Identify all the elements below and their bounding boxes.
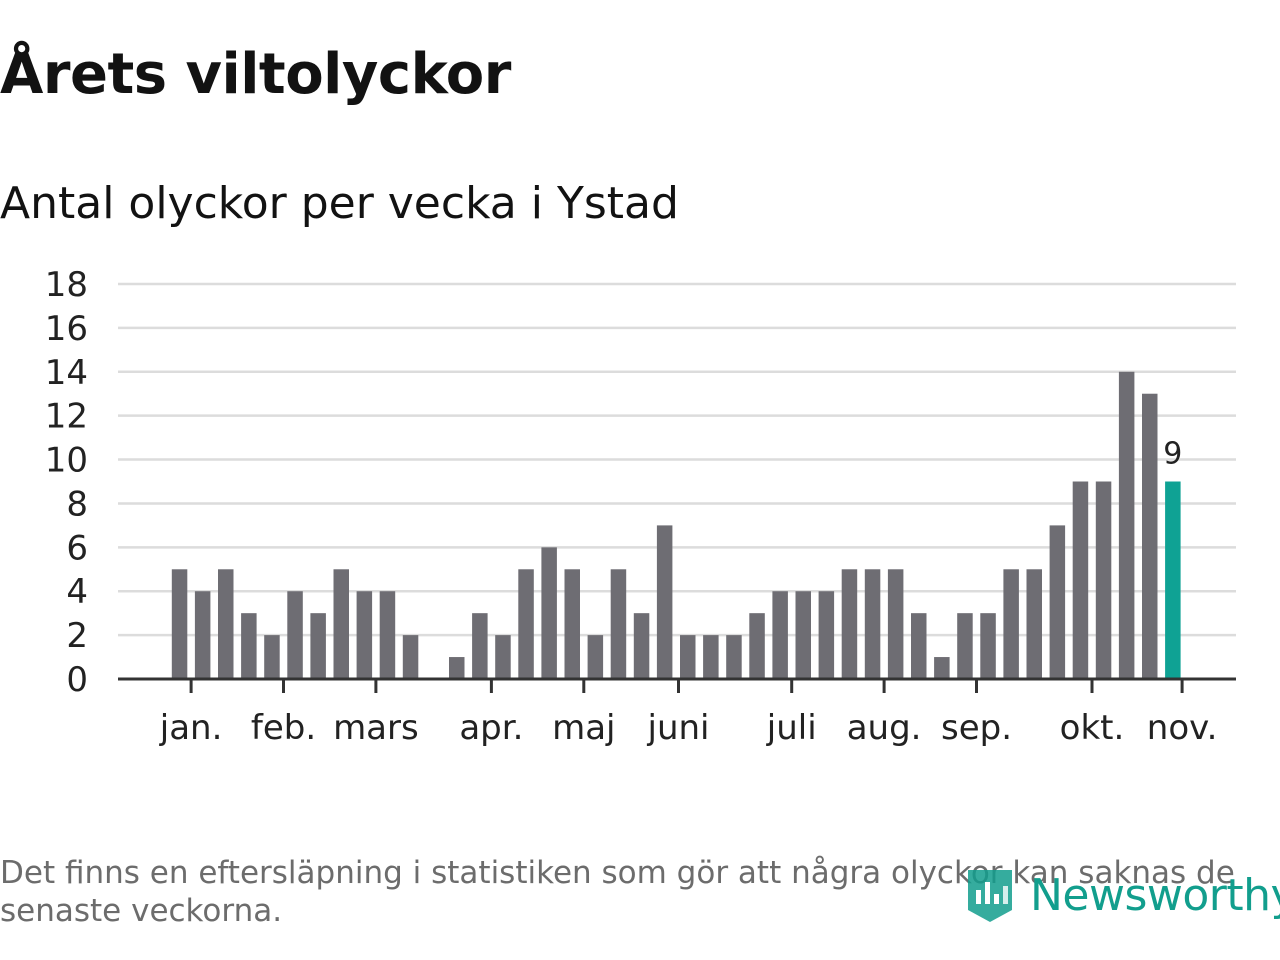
footnote: Det finns en eftersläpning i statistiken… — [0, 855, 1235, 929]
bar-week-11 — [402, 635, 419, 679]
month-label-mars: mars — [333, 708, 419, 748]
bar-week-10 — [379, 591, 396, 679]
bar-week-40 — [1072, 481, 1089, 679]
month-label-juli: juli — [766, 708, 817, 748]
y-tick-label-4: 4 — [66, 572, 88, 612]
bar-week-38 — [1026, 569, 1042, 679]
y-tick-label-8: 8 — [66, 484, 88, 524]
month-label-maj: maj — [552, 708, 615, 748]
bar-week-14 — [472, 613, 488, 679]
bars — [171, 371, 1181, 679]
bar-week-36 — [980, 613, 996, 679]
bar-week-17 — [541, 547, 557, 679]
bar-week-21 — [633, 613, 650, 679]
y-tick-label-2: 2 — [66, 616, 88, 656]
data-labels: 9 — [1163, 437, 1182, 472]
y-tick-label-18: 18 — [45, 265, 88, 305]
month-label-juni: juni — [647, 708, 710, 748]
bar-week-8 — [333, 569, 349, 679]
last-value-label: 9 — [1163, 437, 1182, 472]
y-tick-label-6: 6 — [66, 528, 88, 568]
bar-week-22 — [656, 525, 673, 679]
bar-week-4 — [241, 613, 257, 679]
month-label-okt: okt. — [1060, 708, 1125, 748]
bar-week-35 — [957, 613, 973, 679]
gridlines — [118, 282, 1236, 637]
bar-week-28 — [795, 591, 811, 679]
brand-name: Newsworthy — [1030, 869, 1280, 921]
bar-week-41 — [1095, 481, 1112, 679]
bar-week-37 — [1003, 569, 1019, 679]
y-tick-label-12: 12 — [45, 397, 88, 437]
bar-week-39 — [1049, 525, 1066, 679]
newsworthy-logo-icon — [968, 870, 1012, 922]
bar-week-44 — [1165, 481, 1181, 679]
month-label-sep: sep. — [941, 708, 1012, 748]
bar-week-19 — [587, 635, 604, 679]
bar-week-42 — [1118, 371, 1135, 679]
month-label-nov: nov. — [1147, 708, 1218, 748]
bar-week-9 — [356, 591, 373, 679]
chart-subtitle: Antal olyckor per vecka i Ystad — [0, 178, 679, 229]
bar-week-7 — [310, 613, 326, 679]
chart-title: Årets viltolyckor — [0, 42, 511, 107]
bar-week-1 — [171, 569, 188, 679]
bar-week-20 — [610, 569, 627, 679]
month-label-feb: feb. — [251, 708, 316, 748]
x-axis-month-labels: jan. feb. mars apr. maj juni juli aug. sep. okt. n… — [159, 708, 1218, 748]
bar-week-31 — [864, 569, 881, 679]
bar-week-5 — [264, 635, 280, 679]
bar-week-23 — [680, 635, 696, 679]
bar-week-24 — [703, 635, 719, 679]
month-label-apr: apr. — [459, 708, 523, 748]
bar-week-15 — [495, 635, 511, 679]
bar-week-18 — [564, 569, 580, 679]
bar-week-30 — [841, 569, 858, 679]
bar-week-26 — [749, 613, 765, 679]
bar-week-6 — [287, 591, 303, 679]
bar-week-3 — [218, 569, 234, 679]
month-label-aug: aug. — [847, 708, 922, 748]
bar-week-16 — [518, 569, 534, 679]
x-axis — [118, 677, 1236, 693]
bar-week-43 — [1142, 393, 1158, 679]
y-tick-label-14: 14 — [45, 353, 88, 393]
y-tick-label-10: 10 — [45, 441, 88, 481]
bar-week-29 — [818, 591, 835, 679]
bar-week-2 — [194, 591, 211, 679]
y-tick-label-0: 0 — [66, 660, 88, 700]
month-label-jan: jan. — [159, 708, 223, 748]
bar-week-32 — [887, 569, 904, 679]
bar-week-33 — [911, 613, 927, 679]
bar-week-27 — [772, 591, 788, 679]
y-tick-label-16: 16 — [45, 309, 88, 349]
brand-logo: Newsworthy — [964, 862, 1280, 928]
bar-week-13 — [449, 657, 465, 679]
bar-week-34 — [934, 657, 950, 679]
bar-week-25 — [726, 635, 742, 679]
